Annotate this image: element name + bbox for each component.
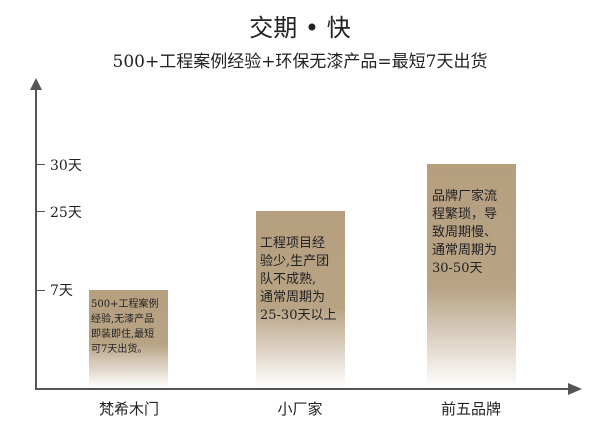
bar-small-factory: 工程项目经 验少,生产团 队不成熟, 通常周期为 25-30天以上 (256, 211, 345, 388)
annotation-line: 500+工程案例 (91, 299, 159, 310)
y-tick-7 (37, 290, 45, 291)
chart-title: 交期 • 快 (249, 14, 351, 42)
annotation-line: 验少,生产团 (260, 254, 330, 269)
category-label-small-factory: 小厂家 (277, 400, 323, 418)
bar-fanxi: 500+工程案例 经验,无漆产品 即装即住,最短 可7天出货。 (89, 290, 168, 388)
y-tick-30 (37, 164, 45, 165)
annotation-line: 经验,无漆产品 (91, 314, 155, 325)
y-tick-25 (37, 211, 45, 212)
annotation-line: 通常周期为 (432, 243, 498, 258)
category-label-top5-brands: 前五品牌 (440, 400, 501, 418)
bar-annotation: 品牌厂家流 程繁琐，导 致周期慢、 通常周期为 30-50天 (432, 188, 497, 278)
category-label-fanxi: 梵希木门 (98, 400, 159, 418)
annotation-line: 品牌厂家流 (432, 189, 498, 204)
annotation-line: 工程项目经 (260, 236, 326, 251)
y-axis (35, 86, 37, 390)
bar-annotation: 工程项目经 验少,生产团 队不成熟, 通常周期为 25-30天以上 (260, 235, 336, 325)
bar-annotation: 500+工程案例 经验,无漆产品 即装即住,最短 可7天出货。 (91, 297, 158, 357)
y-tick-label-25: 25天 (50, 205, 82, 221)
annotation-line: 30-50天 (432, 261, 483, 276)
annotation-line: 25-30天以上 (260, 308, 337, 323)
y-axis-arrow-icon (30, 78, 42, 90)
bar-top5-brands: 品牌厂家流 程繁琐，导 致周期慢、 通常周期为 30-50天 (427, 164, 516, 388)
annotation-line: 可7天出货。 (91, 344, 148, 355)
y-tick-label-7: 7天 (50, 283, 73, 299)
annotation-line: 队不成熟, (260, 272, 317, 287)
annotation-line: 致周期慢、 (432, 225, 498, 240)
y-tick-label-30: 30天 (50, 158, 82, 174)
annotation-line: 即装即住,最短 (91, 329, 155, 340)
annotation-line: 程繁琐，导 (432, 207, 498, 222)
chart-subtitle: 500+工程案例经验+环保无漆产品=最短7天出货 (112, 52, 488, 72)
annotation-line: 通常周期为 (260, 290, 326, 305)
x-axis-arrow-icon (568, 383, 582, 395)
x-axis (35, 388, 570, 390)
